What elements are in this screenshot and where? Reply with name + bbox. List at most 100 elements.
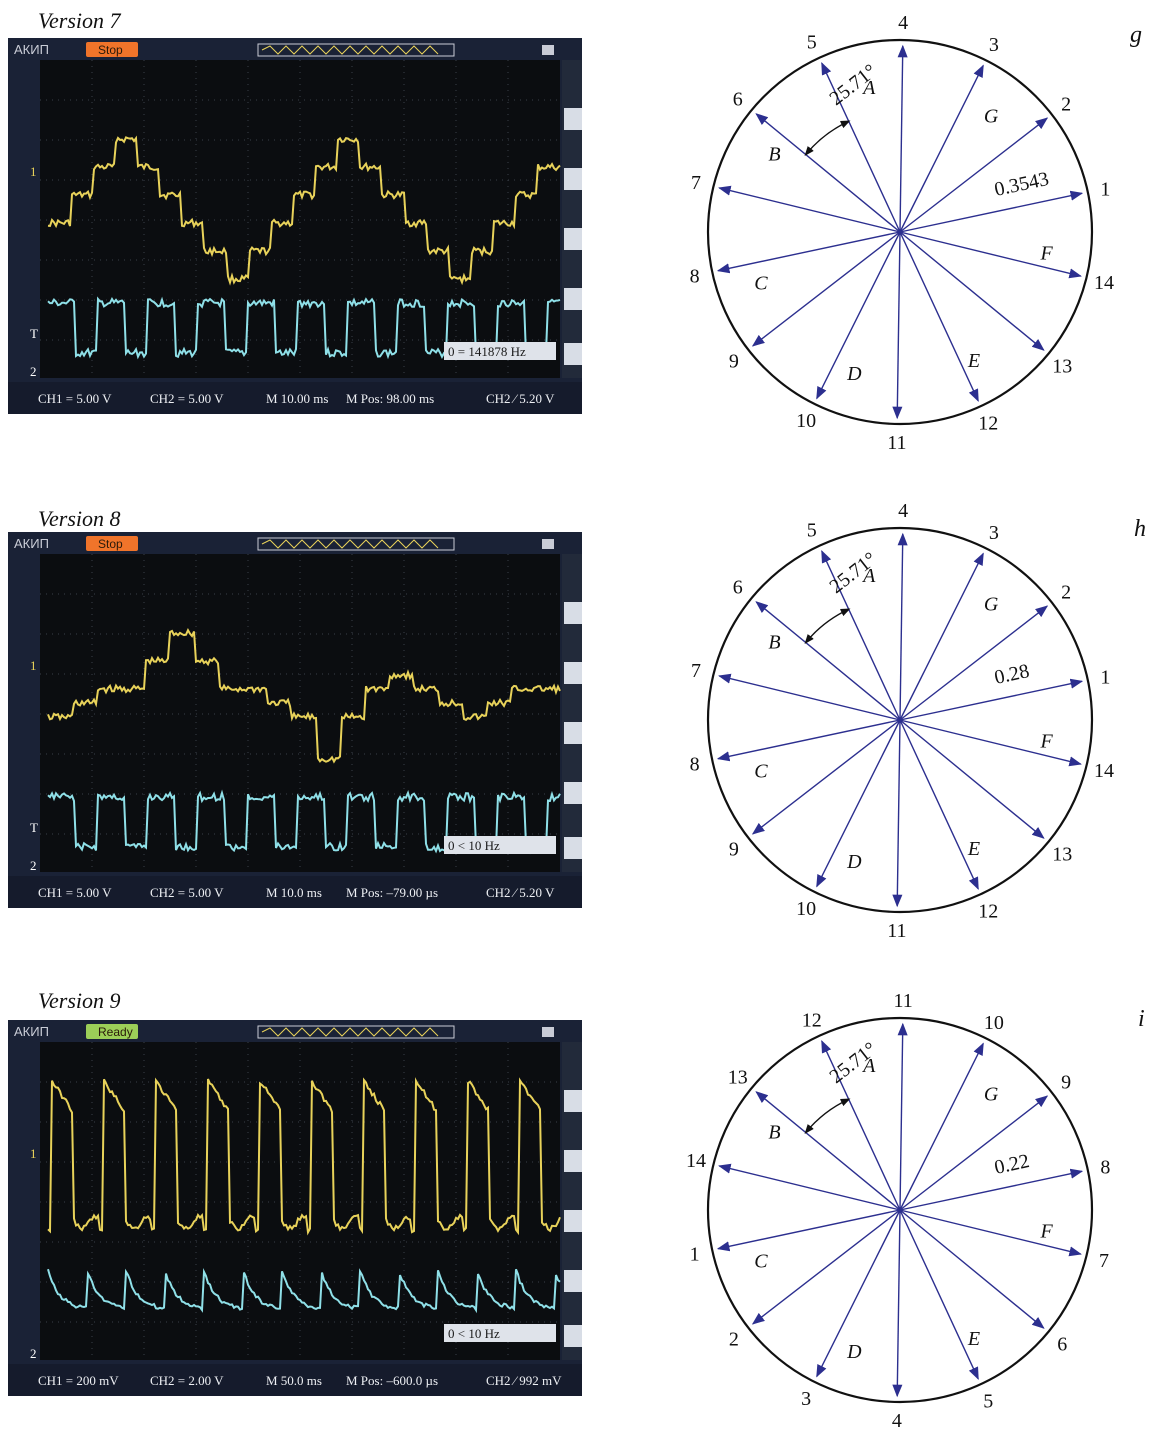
- trigger-level: CH2 ⁄ 5.20 V: [486, 885, 555, 900]
- ch2-scale: CH2 = 5.00 V: [150, 885, 224, 900]
- phase-vector: [821, 550, 901, 721]
- ch2-waveform: [47, 789, 561, 855]
- vertex-label: 4: [892, 1410, 902, 1432]
- softkey: [564, 602, 582, 624]
- phase-vector: [899, 231, 1082, 279]
- vertex-label: 14: [686, 1150, 706, 1172]
- phase-vector: [716, 1209, 901, 1252]
- ch2-waveform: [47, 1267, 561, 1314]
- sector-label: C: [754, 1251, 768, 1273]
- frequency-readout: 0 = 141878 Hz: [448, 344, 526, 359]
- vertex-label: 6: [733, 89, 743, 111]
- ch1-scale: CH1 = 5.00 V: [38, 391, 112, 406]
- memory-bar-icon: [257, 43, 455, 57]
- phase-vector: [816, 231, 901, 400]
- softkey: [564, 1090, 582, 1112]
- sector-label: D: [846, 363, 862, 385]
- version-title: Version 8: [38, 506, 121, 531]
- angle-arc: [804, 120, 851, 157]
- vertex-label: 9: [1061, 1072, 1071, 1094]
- brand-label: АКИП: [14, 42, 49, 57]
- sector-label: E: [967, 350, 980, 372]
- phase-vector: [755, 1091, 901, 1211]
- memory-bar-icon: [257, 537, 455, 551]
- status-badge: Stop: [98, 43, 123, 57]
- vertex-label: 3: [801, 1388, 811, 1410]
- softkey: [564, 288, 582, 310]
- ch2-marker: 2: [30, 858, 37, 873]
- vertex-label: 7: [1099, 1250, 1109, 1272]
- phase-vector: [899, 1042, 984, 1211]
- vertex-label: 3: [989, 522, 999, 544]
- softkey: [564, 1150, 582, 1172]
- phase-vector: [897, 532, 908, 721]
- phase-vector: [899, 1209, 1045, 1329]
- vertex-label: 1: [1100, 178, 1110, 200]
- phase-vector: [897, 1022, 908, 1211]
- ch1-waveform: [47, 1077, 561, 1236]
- softkey: [564, 168, 582, 190]
- softkey: [564, 782, 582, 804]
- version-title: Version 9: [38, 988, 121, 1013]
- usb-icon: [542, 45, 554, 55]
- panel-letter: h: [1134, 516, 1146, 542]
- vertex-label: 11: [887, 432, 906, 454]
- oscilloscope-screen: АКИП Stop 1 T 2 0 < 10 Hz CH1 = 5.00 V CH2 = 5.…: [8, 532, 582, 908]
- usb-icon: [542, 1027, 554, 1037]
- vertex-label: 11: [887, 920, 906, 942]
- vertex-label: 5: [807, 520, 817, 542]
- phase-vector: [821, 1040, 901, 1211]
- sector-label: B: [768, 144, 780, 166]
- softkey: [564, 837, 582, 859]
- softkey: [564, 1210, 582, 1232]
- frequency-readout: 0 < 10 Hz: [448, 838, 500, 853]
- brand-label: АКИП: [14, 1024, 49, 1039]
- phase-vector: [892, 1209, 903, 1398]
- vertex-label: 11: [893, 990, 912, 1012]
- magnitude-label: 0.22: [992, 1150, 1031, 1179]
- timebase: M 10.00 ms: [266, 391, 328, 406]
- phase-vector: [718, 185, 901, 233]
- vertex-label: 7: [691, 660, 701, 682]
- sector-label: E: [967, 1328, 980, 1350]
- vertex-label: 4: [898, 12, 908, 34]
- phase-vector: [899, 678, 1084, 721]
- phase-vector: [899, 64, 984, 233]
- phase-vector: [755, 601, 901, 721]
- phase-vector: [816, 719, 901, 888]
- vertex-label: 3: [989, 34, 999, 56]
- ch2-scale: CH2 = 2.00 V: [150, 1373, 224, 1388]
- sector-label: G: [984, 105, 999, 127]
- vertex-label: 1: [1100, 666, 1110, 688]
- unit-circle: [706, 1016, 1094, 1404]
- vertex-label: 10: [796, 410, 816, 432]
- phase-vector: [899, 231, 979, 402]
- vector-diagram: 1 2 3 4 5 6 7 8 9 10 11 12 13 14 A B C D E F G 25.71° 0.3543: [660, 0, 1140, 472]
- magnitude-label: 0.28: [992, 660, 1031, 689]
- vertex-label: 6: [733, 577, 743, 599]
- phase-vector: [899, 1095, 1049, 1211]
- ch1-marker: 1: [30, 164, 37, 179]
- phase-vector: [892, 719, 903, 908]
- phase-vector: [899, 190, 1084, 233]
- timebase: M 50.0 ms: [266, 1373, 322, 1388]
- softkey: [564, 108, 582, 130]
- angle-arc: [804, 608, 851, 645]
- phase-vector: [892, 231, 903, 420]
- usb-icon: [542, 539, 554, 549]
- unit-circle: [706, 526, 1094, 914]
- softkey: [564, 662, 582, 684]
- phase-vector: [897, 44, 908, 233]
- phase-vector: [899, 719, 1082, 767]
- vertex-label: 13: [1052, 843, 1072, 865]
- phase-vector: [899, 1168, 1084, 1211]
- phase-vector: [716, 231, 901, 274]
- ch1-waveform: [47, 627, 561, 764]
- sector-label: F: [1039, 1221, 1053, 1243]
- sector-label: B: [768, 1122, 780, 1144]
- vertex-label: 2: [1061, 94, 1071, 116]
- scope-display: [40, 60, 560, 378]
- vertex-label: 9: [729, 351, 739, 373]
- angle-arc: [804, 1098, 851, 1135]
- vertex-label: 7: [691, 172, 701, 194]
